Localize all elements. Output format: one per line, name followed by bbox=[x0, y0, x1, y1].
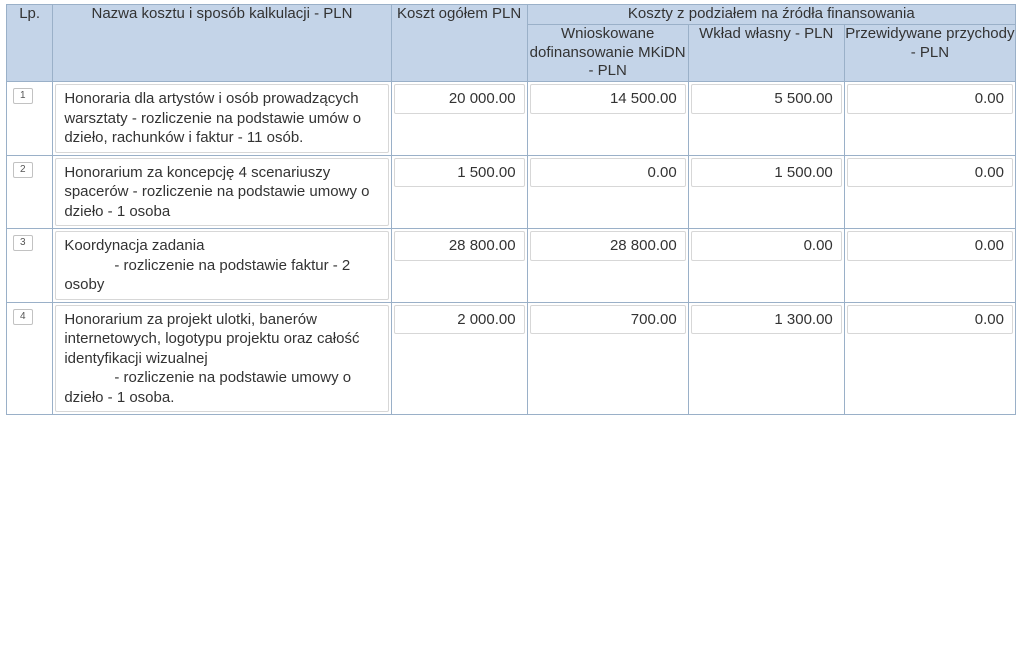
lp-badge: 4 bbox=[13, 309, 33, 325]
cell-total: 20 000.00 bbox=[391, 82, 527, 156]
header-lp: Lp. bbox=[7, 5, 53, 82]
cost-name-field: Koordynacja zadania - rozliczenie na pod… bbox=[55, 231, 388, 300]
cell-name: Koordynacja zadania - rozliczenie na pod… bbox=[53, 229, 391, 303]
cell-wnioskowane: 14 500.00 bbox=[527, 82, 688, 156]
przychody-field: 0.00 bbox=[847, 305, 1013, 335]
lp-badge: 2 bbox=[13, 162, 33, 178]
cell-name: Honorarium za projekt ulotki, banerów in… bbox=[53, 302, 391, 415]
table-header: Lp. Nazwa kosztu i sposób kalkulacji - P… bbox=[7, 5, 1016, 82]
total-field: 20 000.00 bbox=[394, 84, 525, 114]
header-sources-group: Koszty z podziałem na źródła finansowani… bbox=[527, 5, 1015, 25]
header-name: Nazwa kosztu i sposób kalkulacji - PLN bbox=[53, 5, 391, 82]
cell-wnioskowane: 700.00 bbox=[527, 302, 688, 415]
lp-badge: 3 bbox=[13, 235, 33, 251]
wnioskowane-field: 14 500.00 bbox=[530, 84, 686, 114]
table-row: 1 Honoraria dla artystów i osób prowadząc… bbox=[7, 82, 1016, 156]
cell-wklad-wlasny: 1 300.00 bbox=[688, 302, 844, 415]
cell-total: 2 000.00 bbox=[391, 302, 527, 415]
cost-name-field: Honoraria dla artystów i osób prowadzący… bbox=[55, 84, 388, 153]
table-body: 1 Honoraria dla artystów i osób prowadząc… bbox=[7, 82, 1016, 415]
cell-total: 1 500.00 bbox=[391, 155, 527, 229]
cell-lp: 3 bbox=[7, 229, 53, 303]
wklad-wlasny-field: 1 500.00 bbox=[691, 158, 842, 188]
total-field: 2 000.00 bbox=[394, 305, 525, 335]
header-total: Koszt ogółem PLN bbox=[391, 5, 527, 82]
cell-wklad-wlasny: 1 500.00 bbox=[688, 155, 844, 229]
cell-lp: 1 bbox=[7, 82, 53, 156]
total-field: 28 800.00 bbox=[394, 231, 525, 261]
cell-przychody: 0.00 bbox=[844, 155, 1015, 229]
cell-lp: 2 bbox=[7, 155, 53, 229]
cell-przychody: 0.00 bbox=[844, 82, 1015, 156]
wnioskowane-field: 28 800.00 bbox=[530, 231, 686, 261]
header-wklad-wlasny: Wkład własny - PLN bbox=[688, 24, 844, 81]
przychody-field: 0.00 bbox=[847, 84, 1013, 114]
lp-badge: 1 bbox=[13, 88, 33, 104]
cell-przychody: 0.00 bbox=[844, 302, 1015, 415]
cell-wklad-wlasny: 5 500.00 bbox=[688, 82, 844, 156]
cell-name: Honorarium za koncepcję 4 scenariuszy sp… bbox=[53, 155, 391, 229]
wklad-wlasny-field: 0.00 bbox=[691, 231, 842, 261]
wnioskowane-field: 0.00 bbox=[530, 158, 686, 188]
table-row: 2 Honorarium za koncepcję 4 scenariuszy s… bbox=[7, 155, 1016, 229]
wklad-wlasny-field: 5 500.00 bbox=[691, 84, 842, 114]
wklad-wlasny-field: 1 300.00 bbox=[691, 305, 842, 335]
table-row: 3 Koordynacja zadania - rozliczenie na po… bbox=[7, 229, 1016, 303]
przychody-field: 0.00 bbox=[847, 231, 1013, 261]
header-przychody: Przewidywane przychody - PLN bbox=[844, 24, 1015, 81]
wnioskowane-field: 700.00 bbox=[530, 305, 686, 335]
table-row: 4 Honorarium za projekt ulotki, banerów i… bbox=[7, 302, 1016, 415]
header-wnioskowane: Wnioskowane dofinansowanie MKiDN - PLN bbox=[527, 24, 688, 81]
cell-wklad-wlasny: 0.00 bbox=[688, 229, 844, 303]
total-field: 1 500.00 bbox=[394, 158, 525, 188]
cell-name: Honoraria dla artystów i osób prowadzący… bbox=[53, 82, 391, 156]
cost-table: Lp. Nazwa kosztu i sposób kalkulacji - P… bbox=[6, 4, 1016, 415]
cell-total: 28 800.00 bbox=[391, 229, 527, 303]
cell-przychody: 0.00 bbox=[844, 229, 1015, 303]
cell-wnioskowane: 28 800.00 bbox=[527, 229, 688, 303]
cost-name-field: Honorarium za koncepcję 4 scenariuszy sp… bbox=[55, 158, 388, 227]
cell-lp: 4 bbox=[7, 302, 53, 415]
cell-wnioskowane: 0.00 bbox=[527, 155, 688, 229]
cost-name-field: Honorarium za projekt ulotki, banerów in… bbox=[55, 305, 388, 413]
przychody-field: 0.00 bbox=[847, 158, 1013, 188]
